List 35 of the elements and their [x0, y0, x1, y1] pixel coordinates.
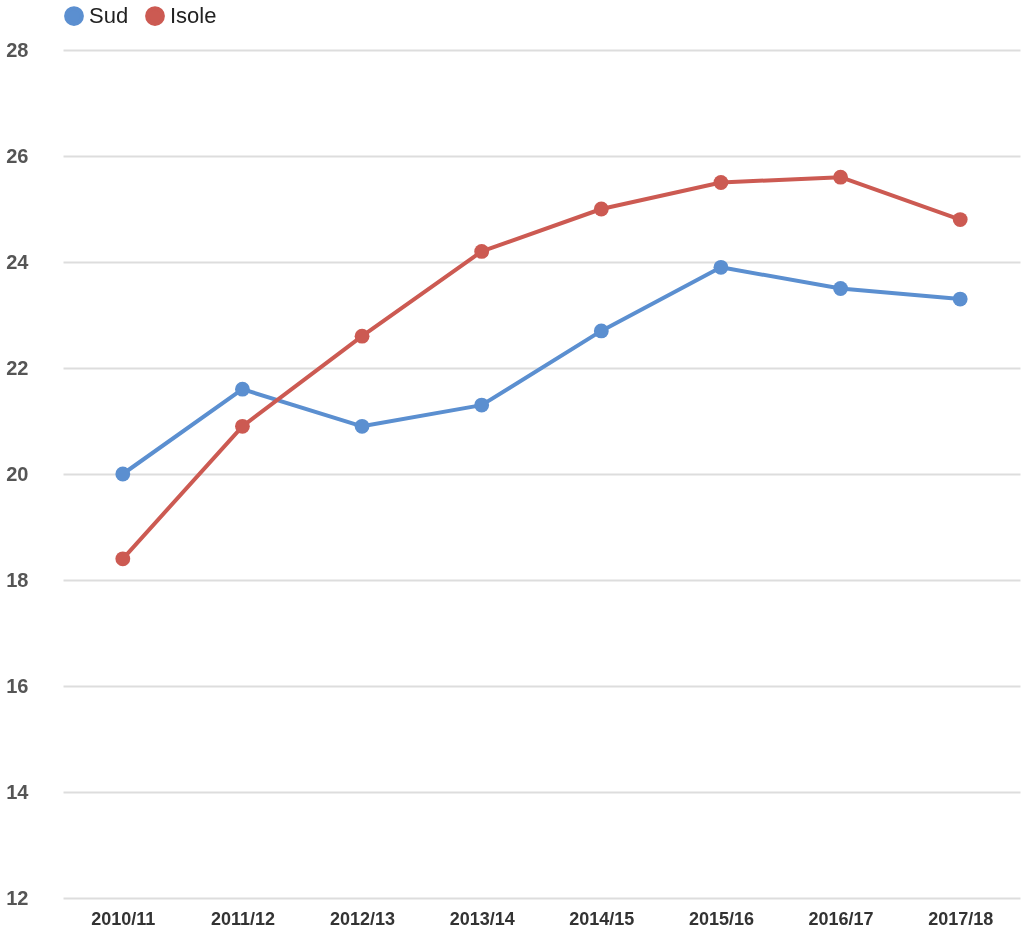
legend-label: Isole	[170, 3, 217, 29]
point	[952, 212, 968, 227]
point	[833, 281, 848, 296]
x-tick-label: 2017/18	[928, 908, 994, 929]
x-tick-label: 2010/11	[91, 908, 156, 929]
y-tick-label: 12	[6, 886, 29, 909]
point	[115, 466, 131, 482]
x-tick-label: 2013/14	[449, 908, 515, 929]
point	[235, 418, 250, 434]
y-tick-label: 20	[6, 462, 29, 485]
legend-label: Sud	[89, 3, 129, 29]
y-tick-label: 16	[6, 674, 29, 697]
point	[235, 381, 250, 397]
y-tick-label: 22	[6, 356, 29, 379]
y-tick-label: 26	[6, 144, 29, 167]
y-tick-label: 18	[6, 568, 29, 591]
y-tick-label: 14	[6, 780, 30, 803]
y-tick-label: 28	[6, 38, 29, 61]
point	[474, 244, 490, 259]
point	[593, 323, 609, 339]
point	[354, 418, 370, 434]
point	[833, 169, 848, 185]
x-tick-label: 2014/15	[569, 908, 635, 929]
point	[713, 259, 729, 275]
x-tick-label: 2012/13	[330, 908, 396, 929]
point	[593, 201, 609, 217]
point	[952, 291, 968, 307]
point	[474, 397, 490, 413]
point	[713, 175, 729, 190]
y-tick-label: 24	[6, 250, 30, 273]
x-tick-label: 2016/17	[808, 908, 874, 929]
x-tick-label: 2011/12	[210, 908, 275, 929]
point	[115, 551, 131, 567]
x-tick-label: 2015/16	[688, 908, 754, 929]
point	[354, 328, 370, 344]
